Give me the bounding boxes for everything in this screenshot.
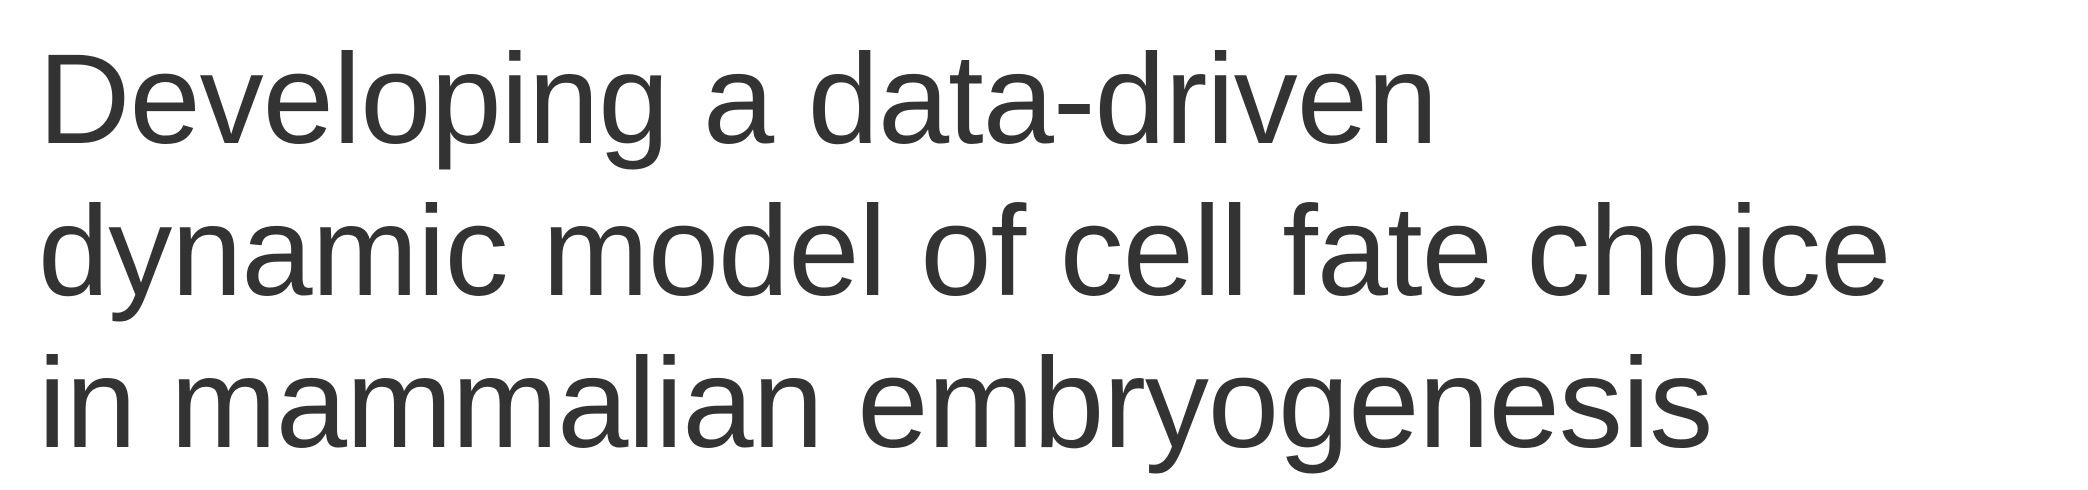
slide-title: Developing a data-driven dynamic model o… — [38, 24, 2078, 480]
title-line-1: Developing a data-driven — [38, 28, 1438, 171]
title-line-2: dynamic model of cell fate choice — [38, 180, 1891, 323]
title-line-3: in mammalian embryogenesis — [38, 332, 1713, 475]
